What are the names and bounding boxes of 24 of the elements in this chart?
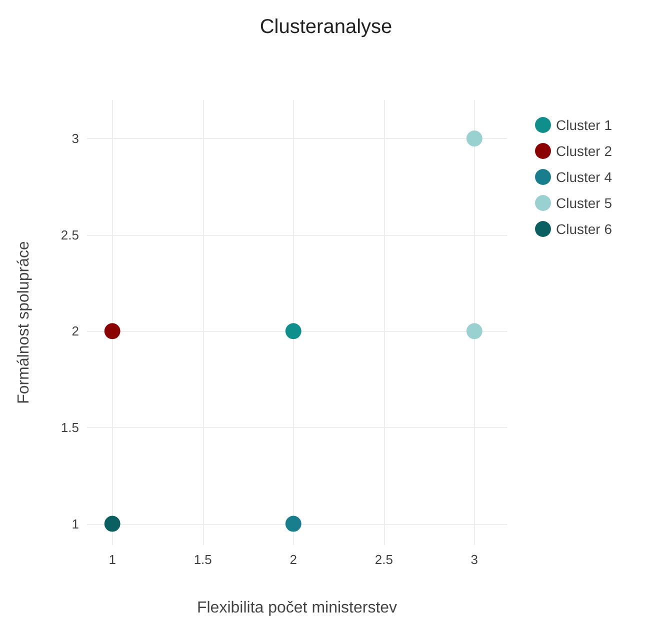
x-tick-label: 2.5 xyxy=(374,552,393,567)
legend-label: Cluster 2 xyxy=(556,143,612,159)
y-axis-title: Formálnost spolupráce xyxy=(16,241,32,404)
point xyxy=(466,323,482,340)
x-tick-label: 3 xyxy=(470,552,478,567)
y-tick-label: 3 xyxy=(72,131,79,146)
legend-label: Cluster 1 xyxy=(556,117,612,133)
x-tick-label: 1 xyxy=(108,552,116,567)
point xyxy=(104,323,120,340)
x-axis-title: Flexibilita počet ministerstev xyxy=(196,600,398,616)
chart-title: Clusteranalyse xyxy=(260,16,392,38)
x-tick-label: 2 xyxy=(290,552,297,567)
y-tick-label: 1 xyxy=(72,516,79,532)
point xyxy=(104,516,120,532)
point xyxy=(466,130,482,147)
y-tick-label: 1.5 xyxy=(60,420,79,435)
x-tick-label: 1.5 xyxy=(194,552,212,567)
legend-label: Cluster 5 xyxy=(556,195,612,211)
y-tick-label: 2.5 xyxy=(60,227,79,242)
y-tick-label: 2 xyxy=(72,324,79,339)
point xyxy=(285,516,302,532)
legend-label: Cluster 6 xyxy=(556,221,612,237)
legend-label: Cluster 4 xyxy=(556,169,612,185)
point xyxy=(285,323,302,340)
